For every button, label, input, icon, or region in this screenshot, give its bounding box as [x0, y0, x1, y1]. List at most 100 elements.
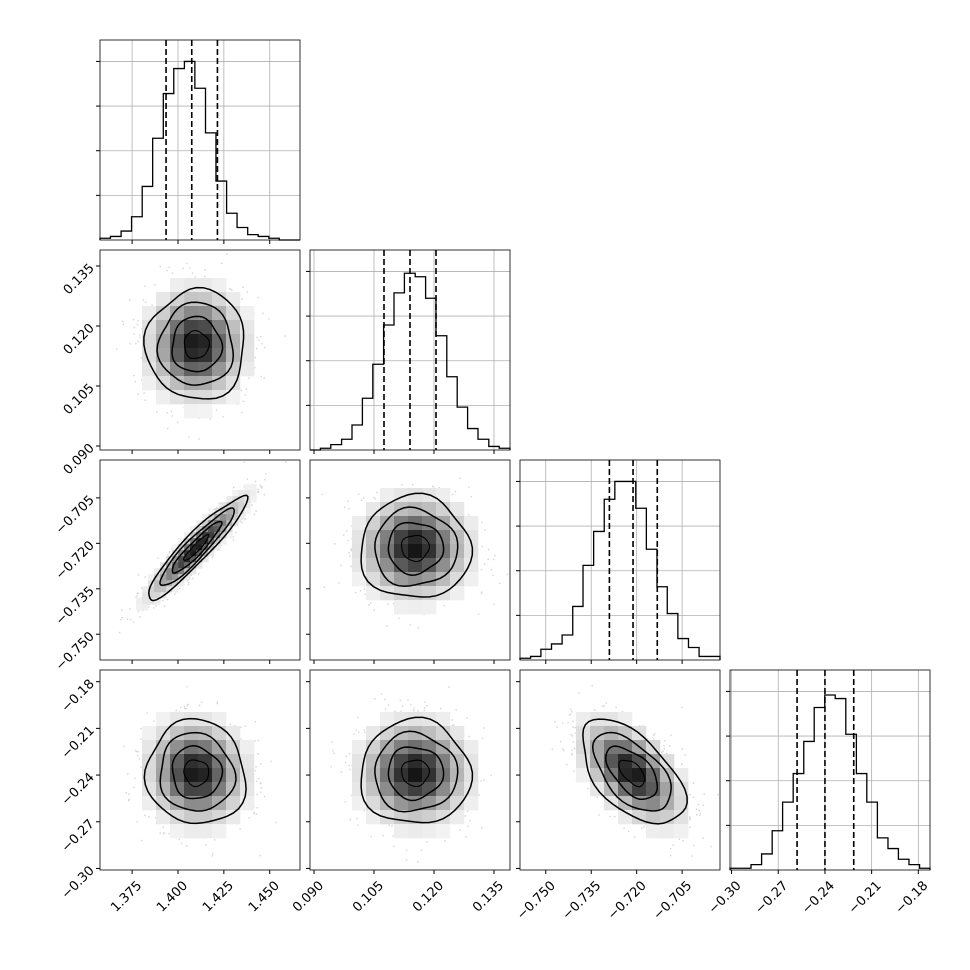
density-cell [244, 490, 251, 497]
density-cell [380, 712, 395, 727]
density-cell [198, 754, 213, 769]
density-cell [232, 490, 239, 497]
panel-frame [729, 669, 931, 871]
density-cell [238, 496, 245, 503]
density-cell [148, 586, 155, 593]
density-cell [226, 796, 241, 811]
scatter-panel [306, 459, 511, 664]
density-cell [394, 544, 409, 559]
density-cell [238, 490, 245, 497]
density-cell [576, 740, 591, 755]
x-tick-label: −0.720 [605, 878, 650, 923]
y-tick-label: 0.135 [61, 261, 98, 298]
contour-line [143, 286, 245, 400]
x-tick-label: −0.30 [706, 878, 745, 917]
density-cell [160, 574, 167, 581]
histogram-step [519, 480, 721, 660]
density-cell [208, 514, 215, 521]
density-cell [450, 558, 465, 573]
density-cell [208, 544, 215, 551]
density-cell [646, 796, 661, 811]
density-cell [142, 334, 157, 349]
contour-line [156, 301, 235, 386]
density-cell [380, 558, 395, 573]
density-cell [618, 754, 633, 769]
x-tick-label: 1.425 [200, 878, 237, 915]
density-cell [422, 586, 437, 601]
density-cell [380, 740, 395, 755]
density-cell [214, 532, 221, 539]
density-cell [160, 568, 167, 575]
scatter-panel [96, 249, 301, 454]
density-cell [436, 782, 451, 797]
density-cell [238, 502, 245, 509]
density-cell [450, 516, 465, 531]
density-cell [196, 526, 203, 533]
density-cell [250, 496, 257, 503]
density-cell [380, 586, 395, 601]
density-cell [172, 586, 179, 593]
density-cell [212, 292, 227, 307]
density-cell [212, 306, 227, 321]
density-cell [380, 754, 395, 769]
density-cells [142, 278, 255, 419]
density-cell [618, 768, 633, 783]
density-cell [352, 572, 367, 587]
contour-line [183, 759, 210, 788]
contour-line [159, 507, 235, 586]
density-cell [212, 278, 227, 293]
x-tick-label: 1.400 [154, 878, 191, 915]
density-cell [212, 782, 227, 797]
histogram-step [310, 272, 511, 451]
density-cell [184, 362, 199, 377]
density-cell [154, 586, 161, 593]
density-cell [170, 740, 185, 755]
density-cell [380, 530, 395, 545]
density-cell [352, 544, 367, 559]
density-cell [208, 508, 215, 515]
density-cell [202, 526, 209, 533]
density-cell [436, 572, 451, 587]
plot-area [100, 40, 300, 240]
density-cell [214, 544, 221, 551]
density-cell [366, 754, 381, 769]
density-cell [142, 740, 157, 755]
density-cell [154, 592, 161, 599]
density-cell [352, 516, 367, 531]
density-cell [208, 550, 215, 557]
density-cell [202, 520, 209, 527]
y-tick-label: −0.27 [59, 817, 98, 856]
density-cell [238, 514, 245, 521]
density-cell [394, 530, 409, 545]
density-cell [464, 754, 479, 769]
density-cell [142, 604, 149, 611]
contour-line [582, 718, 688, 825]
density-cell [196, 544, 203, 551]
y-tick-label: 0.105 [61, 381, 98, 418]
density-cell [190, 568, 197, 575]
density-cell [156, 740, 171, 755]
density-cell [160, 586, 167, 593]
density-cell [394, 824, 409, 839]
density-cell [156, 712, 171, 727]
panel-frame [99, 459, 301, 661]
contour-line [400, 534, 431, 563]
density-cell [464, 768, 479, 783]
density-cell [142, 348, 157, 363]
density-cell [232, 502, 239, 509]
density-cell [198, 740, 213, 755]
density-cell [674, 782, 689, 797]
density-cell [184, 334, 199, 349]
density-cell [172, 556, 179, 563]
density-cell [394, 782, 409, 797]
scatter-panel [516, 669, 721, 874]
density-cell [212, 320, 227, 335]
density-cell [220, 514, 227, 521]
density-cell [196, 538, 203, 545]
density-cell [156, 810, 171, 825]
density-cell [190, 550, 197, 557]
density-cell [156, 362, 171, 377]
x-tick-label: −0.705 [651, 878, 696, 923]
contour-line [387, 521, 445, 576]
